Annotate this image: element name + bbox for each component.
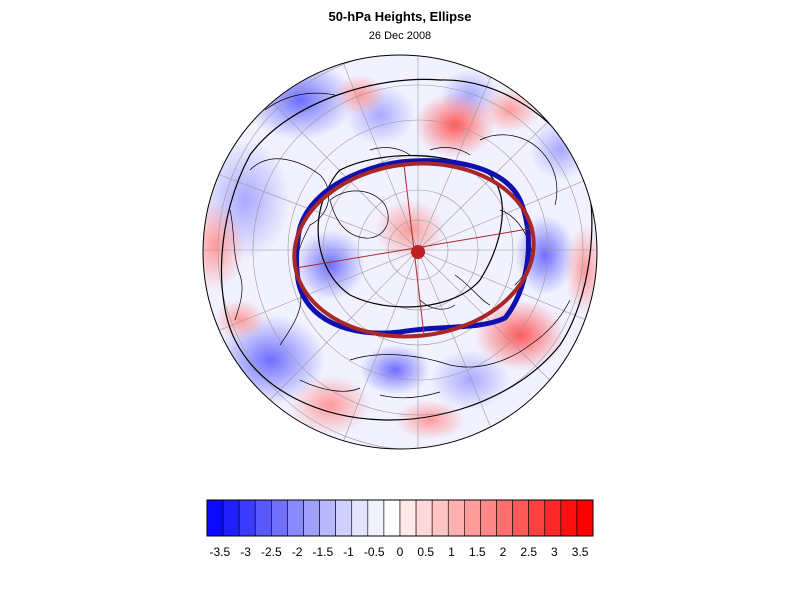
colorbar-box bbox=[496, 499, 513, 537]
fitted-ellipse bbox=[292, 161, 536, 339]
coastlines bbox=[229, 92, 571, 399]
colorbar-box bbox=[287, 499, 304, 537]
colorbar-tick-label: 0 bbox=[397, 545, 404, 559]
colorbar-box bbox=[512, 499, 529, 537]
colorbar-box bbox=[351, 499, 369, 537]
colorbar-tick-label: 3.5 bbox=[572, 545, 589, 559]
colorbar-tick-label: 1 bbox=[448, 545, 455, 559]
colorbar-tick-label: 1.5 bbox=[469, 545, 486, 559]
colorbar-tick-label: 2 bbox=[500, 545, 507, 559]
colorbar-tick-label: -2 bbox=[292, 545, 303, 559]
map-title: 50-hPa Heights, Ellipse bbox=[328, 9, 472, 24]
colorbar-boxes bbox=[206, 499, 594, 537]
colorbar-tick-label: -0.5 bbox=[364, 545, 385, 559]
colorbar-tick-label: -1.5 bbox=[312, 545, 333, 559]
colorbar-tick-label: -2.5 bbox=[261, 545, 282, 559]
colorbar-box bbox=[431, 499, 449, 537]
colorbar-box bbox=[254, 499, 272, 537]
colorbar-box bbox=[319, 499, 336, 537]
colorbar-tick-label: 0.5 bbox=[417, 545, 434, 559]
colorbar-box bbox=[544, 499, 562, 537]
colorbar-box bbox=[303, 499, 320, 537]
colorbar-tick-label: -3 bbox=[240, 545, 251, 559]
colorbar-box bbox=[480, 499, 497, 537]
colorbar-box bbox=[383, 499, 401, 537]
colorbar-box bbox=[238, 499, 256, 537]
colorbar-box bbox=[399, 499, 417, 537]
colorbar-frame bbox=[206, 499, 594, 537]
colorbar-box bbox=[576, 499, 594, 537]
observed-vortex-contour bbox=[294, 158, 531, 336]
colorbar-box bbox=[528, 499, 546, 537]
colorbar-box bbox=[367, 499, 385, 537]
colorbar-box bbox=[464, 499, 481, 537]
colorbar-tick-label: -3.5 bbox=[210, 545, 231, 559]
colorbar-tick-label: 3 bbox=[551, 545, 558, 559]
colorbar-box bbox=[415, 499, 433, 537]
colorbar-box bbox=[271, 499, 288, 537]
colorbar-tick-labels: -3.5 -3 -2.5 -2 -1.5 -1 -0.5 0 0.5 1 1.5 2 2.5 3 3.5 bbox=[210, 545, 589, 559]
colorbar-tick-label: 2.5 bbox=[520, 545, 537, 559]
map-date-subtitle: 26 Dec 2008 bbox=[368, 30, 432, 42]
colorbar-box bbox=[206, 499, 224, 537]
ellipse-center-marker bbox=[411, 245, 425, 259]
colorbar-box bbox=[447, 499, 465, 537]
colorbar-box bbox=[560, 499, 578, 537]
map-boundary bbox=[202, 54, 598, 450]
colorbar-box bbox=[222, 499, 240, 537]
colorbar-box bbox=[335, 499, 353, 537]
colorbar-tick-label: -1 bbox=[343, 545, 354, 559]
